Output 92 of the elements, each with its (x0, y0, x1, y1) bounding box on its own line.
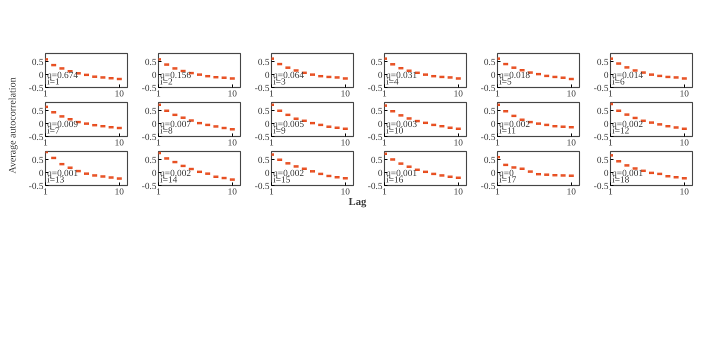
y-tick-label: 0 (490, 169, 496, 180)
y-tick-label: 0 (38, 120, 44, 130)
x-tick-label: 10 (566, 90, 576, 100)
y-tick-label: 0 (152, 169, 157, 180)
x-tick-label: 1 (156, 138, 162, 148)
x-tick-label: 1 (608, 138, 614, 148)
y-tick-label: 0 (378, 71, 383, 82)
y-tick-label: 0 (264, 120, 270, 130)
y-tick-label: 0.5 (370, 156, 383, 166)
x-tick-label: 10 (566, 188, 576, 198)
y-tick-label: 0.5 (484, 107, 496, 118)
x-tick-label: 10 (454, 138, 464, 148)
x-tick-label: 1 (495, 90, 500, 100)
x-tick-label: 10 (228, 188, 238, 198)
y-tick-label: 0 (152, 71, 157, 82)
y-tick-label: -0.5 (480, 182, 496, 192)
x-tick-label: 1 (269, 188, 274, 198)
x-tick-label: 10 (454, 188, 464, 198)
y-tick-label: 0 (490, 71, 496, 82)
y-tick-label: -0.5 (142, 182, 157, 192)
x-tick-label: 10 (114, 90, 124, 100)
x-tick-label: 10 (114, 188, 124, 198)
y-tick-label: -0.5 (594, 182, 609, 192)
y-tick-label: 0.5 (258, 156, 270, 166)
y-tick-label: 0.5 (370, 58, 383, 68)
y-tick-label: 0 (378, 169, 383, 180)
y-tick-label: 0 (490, 120, 496, 130)
x-tick-label: 1 (608, 188, 614, 198)
y-tick-label: 0 (378, 120, 383, 130)
y-axis-title: Average autocorrelation (8, 77, 19, 174)
y-tick-label: 0 (38, 71, 44, 82)
y-tick-label: 0.5 (484, 156, 496, 166)
y-tick-label: 0.5 (484, 58, 496, 68)
y-tick-label: 0.5 (596, 156, 609, 166)
x-tick-label: 10 (680, 188, 690, 198)
y-tick-label: -0.5 (28, 133, 44, 143)
y-tick-label: -0.5 (480, 133, 496, 143)
y-tick-label: -0.5 (254, 133, 270, 143)
y-tick-label: 0 (604, 169, 609, 180)
x-tick-label: 1 (608, 90, 614, 100)
y-tick-label: 0 (604, 71, 609, 82)
y-tick-label: 0 (604, 120, 609, 130)
y-tick-label: 0.5 (144, 156, 157, 166)
x-tick-label: 10 (340, 90, 350, 100)
y-tick-label: -0.5 (368, 182, 383, 192)
y-tick-label: -0.5 (254, 182, 270, 192)
y-tick-label: 0.5 (258, 107, 270, 118)
y-tick-label: -0.5 (28, 182, 44, 192)
y-tick-label: 0.5 (144, 107, 157, 118)
x-tick-label: 10 (680, 90, 690, 100)
y-tick-label: -0.5 (142, 133, 157, 143)
y-tick-label: -0.5 (368, 84, 383, 94)
y-tick-label: 0.5 (596, 58, 609, 68)
x-tick-label: 1 (269, 90, 274, 100)
x-tick-label: 1 (382, 188, 388, 198)
y-tick-label: 0 (264, 169, 270, 180)
y-tick-label: -0.5 (28, 84, 44, 94)
x-tick-label: 1 (382, 90, 388, 100)
x-tick-label: 1 (156, 90, 162, 100)
y-tick-label: 0.5 (258, 58, 270, 68)
y-tick-label: -0.5 (142, 84, 157, 94)
x-tick-label: 1 (495, 138, 500, 148)
x-tick-label: 10 (340, 188, 350, 198)
y-tick-label: 0.5 (370, 107, 383, 118)
y-tick-label: 0 (264, 71, 270, 82)
x-tick-label: 10 (680, 138, 690, 148)
x-tick-label: 10 (228, 138, 238, 148)
x-tick-label: 1 (43, 90, 48, 100)
x-tick-label: 10 (228, 90, 238, 100)
y-tick-label: 0.5 (32, 156, 44, 166)
y-tick-label: 0.5 (596, 107, 609, 118)
y-tick-label: 0.5 (32, 58, 44, 68)
y-tick-label: 0.5 (144, 58, 157, 68)
x-tick-label: 1 (269, 138, 274, 148)
x-tick-label: 1 (156, 188, 162, 198)
x-tick-label: 1 (43, 188, 48, 198)
y-tick-label: -0.5 (368, 133, 383, 143)
y-tick-label: 0 (38, 169, 44, 180)
x-tick-label: 10 (114, 138, 124, 148)
y-tick-label: 0 (152, 120, 157, 130)
y-tick-label: -0.5 (594, 133, 609, 143)
x-tick-label: 1 (382, 138, 388, 148)
y-tick-label: -0.5 (480, 84, 496, 94)
x-tick-label: 10 (454, 90, 464, 100)
x-tick-label: 1 (43, 138, 48, 148)
x-tick-label: 10 (566, 138, 576, 148)
y-tick-label: -0.5 (254, 84, 270, 94)
x-tick-label: 10 (340, 138, 350, 148)
y-tick-label: 0.5 (32, 107, 44, 118)
y-tick-label: -0.5 (594, 84, 609, 94)
x-axis-title: Lag (348, 196, 368, 208)
x-tick-label: 1 (495, 188, 500, 198)
